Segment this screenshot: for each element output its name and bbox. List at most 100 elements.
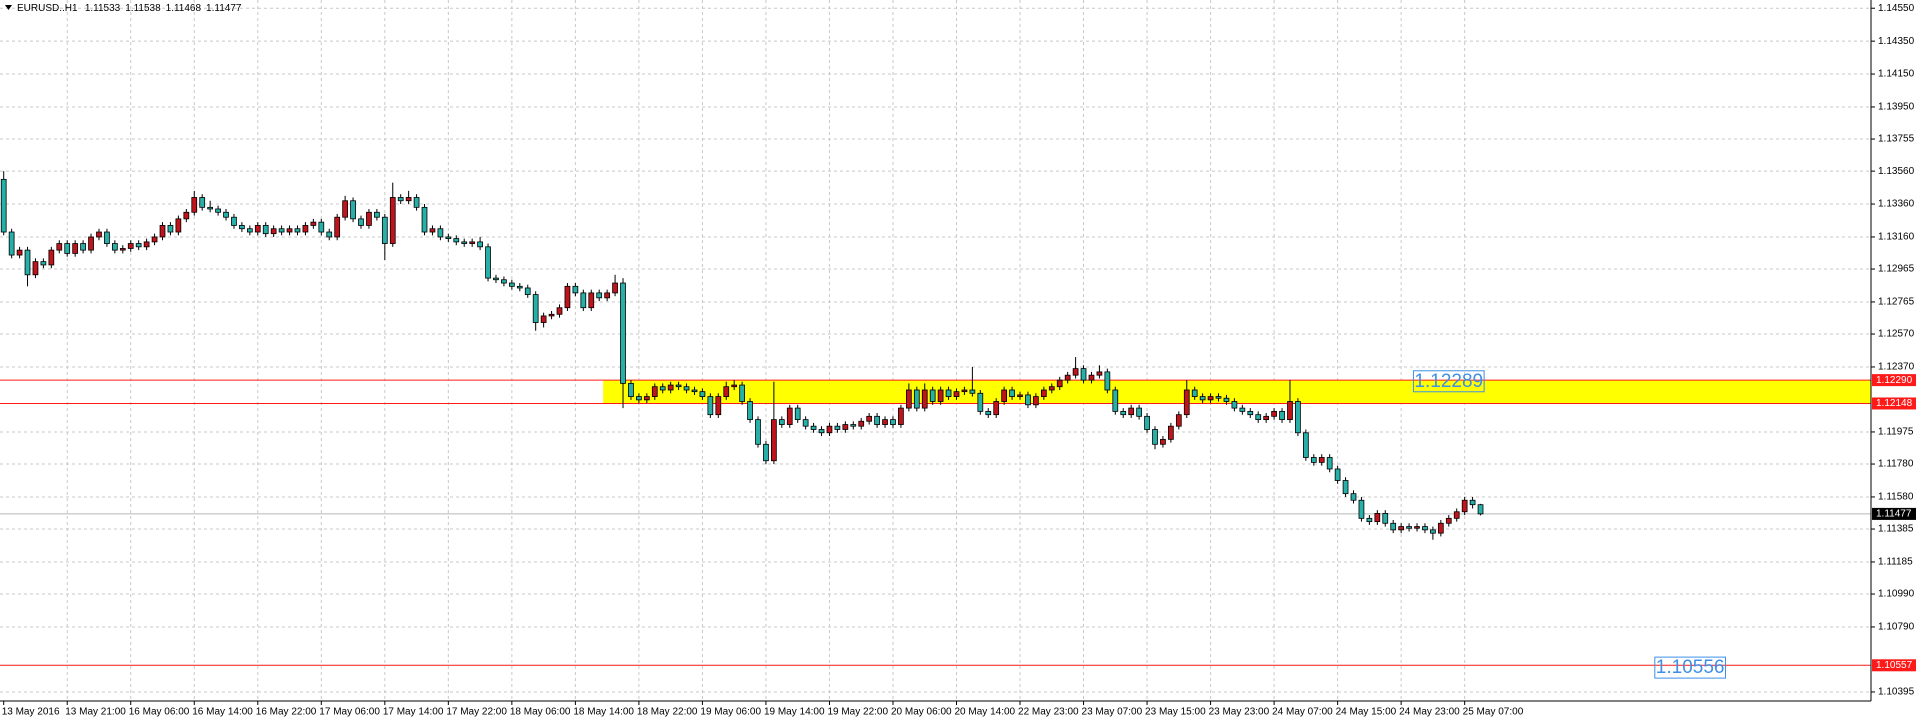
- x-tick-label: 19 May 06:00: [700, 707, 761, 718]
- candle-body: [1168, 425, 1174, 440]
- candle-body: [993, 401, 1000, 416]
- candle-body: [374, 211, 380, 218]
- candle-body: [8, 231, 15, 256]
- candle-body: [858, 420, 865, 427]
- candle-body: [818, 429, 825, 434]
- candle-body: [135, 243, 142, 248]
- candle-body: [1382, 513, 1389, 524]
- candle-body: [151, 236, 158, 243]
- candle-body: [239, 225, 245, 230]
- candle-body: [1128, 407, 1135, 416]
- candle-body: [707, 396, 714, 416]
- candle-body: [381, 216, 388, 244]
- annotation-box: [1412, 370, 1485, 393]
- x-tick-label: 13 May 21:00: [65, 707, 126, 718]
- candle-body: [262, 225, 269, 235]
- candle-body: [175, 218, 182, 233]
- x-tick-label: 23 May 23:00: [1209, 707, 1270, 718]
- candle-body: [1175, 414, 1182, 427]
- candle-body: [477, 241, 483, 248]
- candle-body: [508, 282, 515, 287]
- candle-body: [413, 197, 420, 208]
- candle-body: [437, 228, 444, 238]
- candle-body: [358, 218, 364, 226]
- grid-layer: [0, 0, 1871, 701]
- price-label: 1.12290: [1876, 375, 1913, 386]
- candle-body: [1358, 499, 1365, 519]
- candle-body: [88, 236, 94, 251]
- candle-body: [715, 396, 722, 416]
- x-tick-label: 20 May 14:00: [955, 707, 1016, 718]
- candle-body: [937, 389, 944, 402]
- candle-body: [691, 389, 698, 393]
- candle-body: [318, 221, 325, 233]
- price-label-box: [1872, 374, 1916, 387]
- last-high: 1.11538: [125, 3, 161, 14]
- candle-body: [24, 249, 31, 276]
- candle-body: [1025, 394, 1031, 406]
- x-tick-label: 16 May 14:00: [192, 707, 253, 718]
- candle-body: [1136, 407, 1142, 417]
- x-tick-label: 23 May 15:00: [1145, 707, 1206, 718]
- candle-body: [1406, 526, 1412, 529]
- candle-body: [350, 200, 356, 220]
- candle-body: [1310, 457, 1317, 463]
- candle-body: [763, 443, 769, 462]
- symbol-menu-arrow[interactable]: [5, 5, 12, 10]
- y-tick-label: 1.12765: [1878, 297, 1915, 308]
- x-tick-label: 18 May 22:00: [637, 707, 698, 718]
- candle-body: [1009, 389, 1015, 397]
- candle-body: [921, 389, 928, 409]
- line-layer: [0, 379, 1871, 666]
- candle-body: [596, 292, 603, 299]
- candle-body: [913, 389, 920, 409]
- y-tick-label: 1.14150: [1878, 69, 1915, 80]
- price-annotation: 1.10556: [1656, 657, 1725, 678]
- candle-body: [326, 231, 333, 238]
- last-close: 1.11477: [206, 3, 242, 14]
- y-tick-label: 1.13360: [1878, 199, 1915, 210]
- zone-layer: [603, 380, 1872, 404]
- candle-body: [1255, 414, 1262, 421]
- candle-body: [1088, 374, 1095, 381]
- candle-body: [32, 261, 39, 276]
- candle-body: [207, 206, 214, 210]
- candle-body: [1477, 504, 1484, 515]
- candle-body: [905, 389, 912, 409]
- candle-body: [159, 225, 166, 238]
- candle-body: [493, 277, 499, 281]
- candle-body: [1017, 394, 1023, 397]
- candle-body: [96, 231, 102, 238]
- candle-body: [1056, 379, 1063, 388]
- candle-body: [834, 425, 841, 430]
- candle-body: [961, 389, 968, 393]
- y-tick-label: 1.11780: [1878, 459, 1914, 470]
- candle-body: [643, 396, 650, 401]
- current-price-label: 1.11477: [1876, 509, 1912, 520]
- candle-body: [1144, 415, 1150, 430]
- candle-body: [334, 216, 341, 238]
- candle-body: [1120, 410, 1127, 416]
- candle-body: [397, 197, 404, 202]
- candle-body: [1279, 410, 1285, 421]
- candle-body: [1334, 468, 1341, 481]
- candle-body: [1342, 480, 1349, 495]
- candle-body: [1048, 386, 1055, 391]
- candle-body: [786, 407, 793, 425]
- candle-body: [111, 243, 118, 251]
- candle-body: [516, 285, 523, 289]
- candle-body: [890, 419, 896, 425]
- candle-body: [874, 415, 880, 425]
- price-label-box: [1872, 659, 1916, 672]
- candle-body: [469, 241, 476, 244]
- candle-body: [453, 238, 460, 243]
- y-tick-label: 1.13755: [1878, 134, 1915, 145]
- candle-body: [1318, 457, 1325, 463]
- candle-body: [985, 410, 992, 416]
- y-tick-label: 1.14350: [1878, 36, 1915, 47]
- x-tick-label: 22 May 23:00: [1018, 707, 1079, 718]
- candle-body: [699, 391, 706, 397]
- candle-body: [1295, 401, 1301, 434]
